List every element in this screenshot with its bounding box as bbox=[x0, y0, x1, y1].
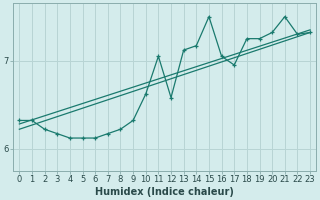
X-axis label: Humidex (Indice chaleur): Humidex (Indice chaleur) bbox=[95, 187, 234, 197]
